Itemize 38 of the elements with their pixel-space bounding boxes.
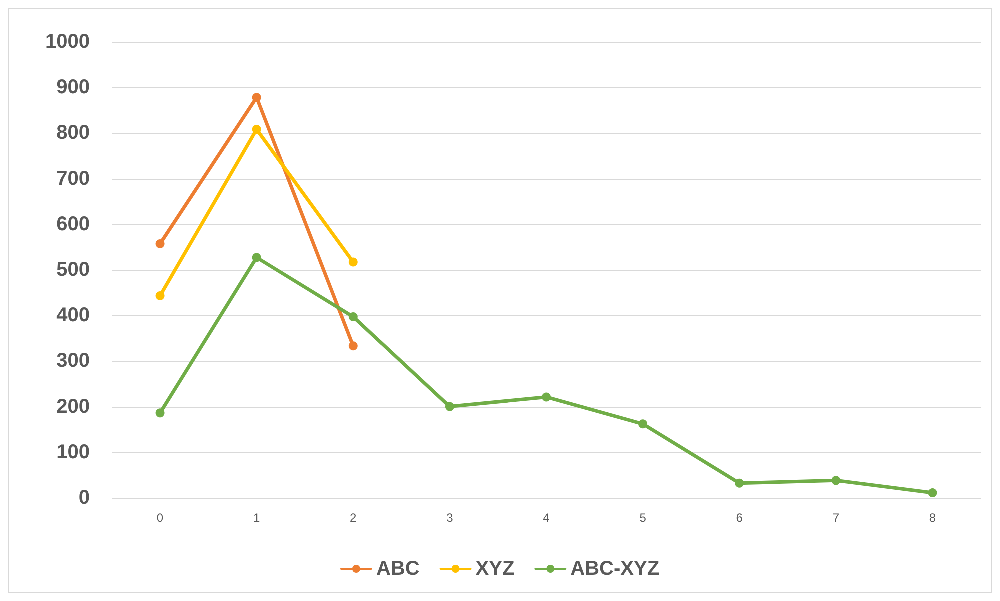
y-tick-label: 400: [56, 304, 90, 327]
y-tick-label: 1000: [46, 31, 90, 53]
y-tick-label: 700: [56, 168, 90, 190]
point: [252, 125, 262, 134]
x-tick-label: 8: [929, 511, 936, 525]
y-tick-label: 600: [56, 213, 90, 236]
y-tick-label: 0: [78, 487, 90, 509]
x-tick-label: 3: [446, 511, 454, 525]
x-tick-label: 0: [156, 511, 164, 525]
x-tick-label: 2: [350, 511, 358, 525]
point: [445, 402, 454, 412]
y-tick-label: 100: [56, 441, 90, 464]
y-tick-label: 800: [56, 122, 90, 144]
y-tick-label: 500: [56, 259, 90, 281]
point: [252, 93, 262, 102]
y-tick-label: 300: [56, 350, 90, 372]
point: [638, 420, 648, 429]
point: [156, 291, 165, 300]
point: [252, 253, 262, 262]
legend-label: XYZ: [476, 558, 515, 580]
x-tick-label: 6: [736, 511, 744, 525]
point: [542, 392, 551, 402]
point: [348, 342, 358, 351]
point: [832, 476, 841, 486]
point: [928, 488, 938, 498]
y-tick-label: 200: [56, 396, 90, 418]
x-tick-label: 1: [253, 511, 260, 525]
point: [348, 258, 358, 267]
point: [156, 408, 165, 418]
x-tick-label: 5: [640, 511, 647, 525]
point: [735, 478, 744, 488]
legend-label: ABC: [376, 558, 420, 580]
y-tick-label: 900: [56, 76, 90, 99]
legend-label: ABC-XYZ: [570, 558, 660, 580]
x-tick-label: 7: [832, 511, 840, 525]
point: [156, 240, 165, 249]
point: [348, 312, 358, 322]
x-tick-label: 4: [543, 511, 550, 525]
